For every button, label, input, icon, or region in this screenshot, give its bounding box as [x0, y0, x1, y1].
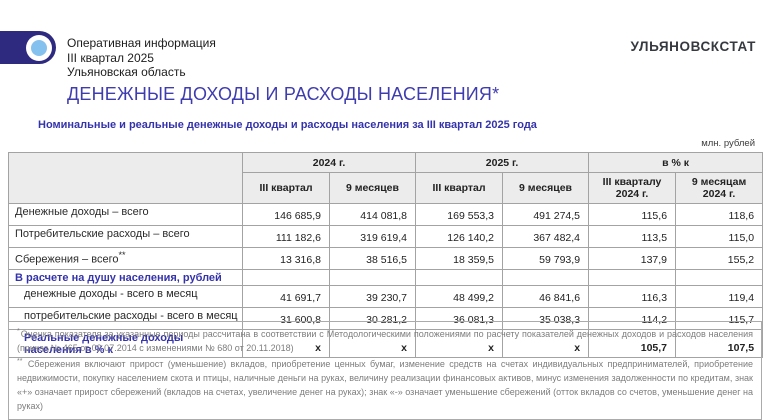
- section-row-label: В расчете на душу населения, рублей: [8, 269, 243, 286]
- cell-value: [328, 269, 417, 286]
- table-row-real-income: Реальные денежные доходы населения в % к…: [8, 329, 764, 358]
- col-header-q3-2025: III квартал: [415, 172, 504, 204]
- col-group-2025: 2025 г.: [415, 152, 590, 173]
- cell-value: 367 482,4: [502, 225, 590, 248]
- footnote-marker: **: [118, 250, 126, 260]
- row-label: Потребительские расходы – всего: [8, 225, 243, 248]
- cell-value: 38 516,5: [328, 247, 417, 270]
- page-title: ДЕНЕЖНЫЕ ДОХОДЫ И РАСХОДЫ НАСЕЛЕНИЯ*: [67, 84, 500, 104]
- cell-value: 111 182,6: [242, 225, 330, 248]
- row-label-text: Сбережения – всего: [15, 253, 119, 266]
- col-header-text: 9 месяцев: [346, 182, 399, 194]
- table-row-savings: Сбережения – всего** 13 316,8 38 516,5 1…: [8, 247, 764, 270]
- rosstat-logo-icon: [0, 31, 56, 64]
- row-label: Сбережения – всего**: [8, 247, 243, 270]
- col-header-text: 2024 г.: [615, 188, 649, 200]
- row-label: Денежные доходы – всего: [8, 203, 243, 226]
- cell-value: 107,5: [675, 329, 764, 358]
- cell-value: 116,3: [588, 285, 677, 308]
- cell-value: [675, 269, 764, 286]
- logo-ring: [26, 34, 52, 61]
- cell-value: х: [502, 329, 590, 358]
- table-subtitle: Номинальные и реальные денежные доходы и…: [38, 119, 537, 131]
- cell-value: 35 038,3: [502, 307, 590, 330]
- cell-value: 30 281,2: [328, 307, 417, 330]
- col-group-2024: 2024 г.: [241, 152, 417, 173]
- footnote-marker: **: [17, 358, 23, 365]
- section-row-label: Реальные денежные доходы населения в % к: [8, 329, 243, 358]
- cell-value: [242, 269, 330, 286]
- footnote-text: Сбережения включают прирост (уменьшение)…: [17, 359, 753, 411]
- footnotes-box: *Оценка показателя за указанные периоды …: [8, 321, 762, 420]
- row-label: денежные доходы - всего в месяц: [8, 285, 243, 308]
- cell-value: 59 793,9: [502, 247, 590, 270]
- cell-value: 113,5: [588, 225, 677, 248]
- cell-value: 146 685,9: [242, 203, 330, 226]
- stub-header-cell: [8, 152, 243, 204]
- table-header-groups: 2024 г. 2025 г. в % к: [8, 152, 764, 204]
- cell-value: 115,7: [675, 307, 764, 330]
- col-header-text: 9 месяцев: [519, 182, 572, 194]
- cell-value: 114,2: [588, 307, 677, 330]
- header-info-block: Оперативная информация III квартал 2025 …: [67, 36, 216, 80]
- footnote-methodology: *Оценка показателя за указанные периоды …: [17, 325, 753, 355]
- table-row-consumer-expenses: Потребительские расходы – всего 111 182,…: [8, 225, 764, 248]
- cell-value: 169 553,3: [415, 203, 504, 226]
- col-header-pct-9m: 9 месяцам 2024 г.: [675, 172, 764, 204]
- cell-value: 414 081,8: [328, 203, 417, 226]
- cell-value: [588, 269, 677, 286]
- header-line-period: III квартал 2025: [67, 50, 154, 65]
- col-group-percent: в % к: [588, 152, 764, 173]
- col-header-text: III кварталу: [602, 176, 662, 188]
- footnote-text: Оценка показателя за указанные периоды р…: [17, 329, 753, 353]
- cell-value: 491 274,5: [502, 203, 590, 226]
- cell-value: 115,6: [588, 203, 677, 226]
- cell-value: 13 316,8: [242, 247, 330, 270]
- col-header-text: III квартал: [259, 182, 313, 194]
- cell-value: 115,0: [675, 225, 764, 248]
- table-row-per-capita-section: В расчете на душу населения, рублей: [8, 269, 764, 286]
- cell-value: 119,4: [675, 285, 764, 308]
- cell-value: 319 619,4: [328, 225, 417, 248]
- cell-value: х: [242, 329, 330, 358]
- col-header-text: 9 месяцам: [691, 176, 747, 188]
- table-row-money-income: Денежные доходы – всего 146 685,9 414 08…: [8, 203, 764, 226]
- cell-value: [415, 269, 504, 286]
- logo-dot: [31, 39, 47, 56]
- cell-value: 46 841,6: [502, 285, 590, 308]
- cell-value: х: [328, 329, 417, 358]
- col-header-q3-2024: III квартал: [242, 172, 330, 204]
- row-label: потребительские расходы - всего в месяц: [8, 307, 243, 330]
- cell-value: 118,6: [675, 203, 764, 226]
- income-expense-table: 2024 г. 2025 г. в % к III квартал 9 меся…: [8, 152, 764, 358]
- cell-value: 48 499,2: [415, 285, 504, 308]
- col-header-9m-2024: 9 месяцев: [328, 172, 417, 204]
- unit-label: млн. рублей: [701, 138, 755, 149]
- col-header-text: 2024 г.: [702, 188, 736, 200]
- table-row-income-per-month: денежные доходы - всего в месяц 41 691,7…: [8, 285, 764, 308]
- cell-value: 126 140,2: [415, 225, 504, 248]
- header-line-region: Ульяновская область: [67, 65, 186, 79]
- cell-value: 39 230,7: [328, 285, 417, 308]
- brand-name: УЛЬЯНОВСКСТАТ: [630, 39, 756, 54]
- cell-value: 18 359,5: [415, 247, 504, 270]
- footnote-savings-definition: ** Сбережения включают прирост (уменьшен…: [17, 355, 753, 413]
- cell-value: [502, 269, 590, 286]
- col-header-pct-q3: III кварталу 2024 г.: [588, 172, 677, 204]
- table-header-subcolumns: III квартал 9 месяцев III квартал 9 меся…: [9, 172, 764, 204]
- table-row-expenses-per-month: потребительские расходы - всего в месяц …: [8, 307, 764, 330]
- cell-value: 105,7: [588, 329, 677, 358]
- cell-value: 41 691,7: [242, 285, 330, 308]
- cell-value: 137,9: [588, 247, 677, 270]
- col-header-text: III квартал: [432, 182, 486, 194]
- col-header-9m-2025: 9 месяцев: [502, 172, 590, 204]
- header-line-operational-info: Оперативная информация: [67, 36, 216, 50]
- cell-value: 155,2: [675, 247, 764, 270]
- footnote-marker: *: [17, 328, 20, 335]
